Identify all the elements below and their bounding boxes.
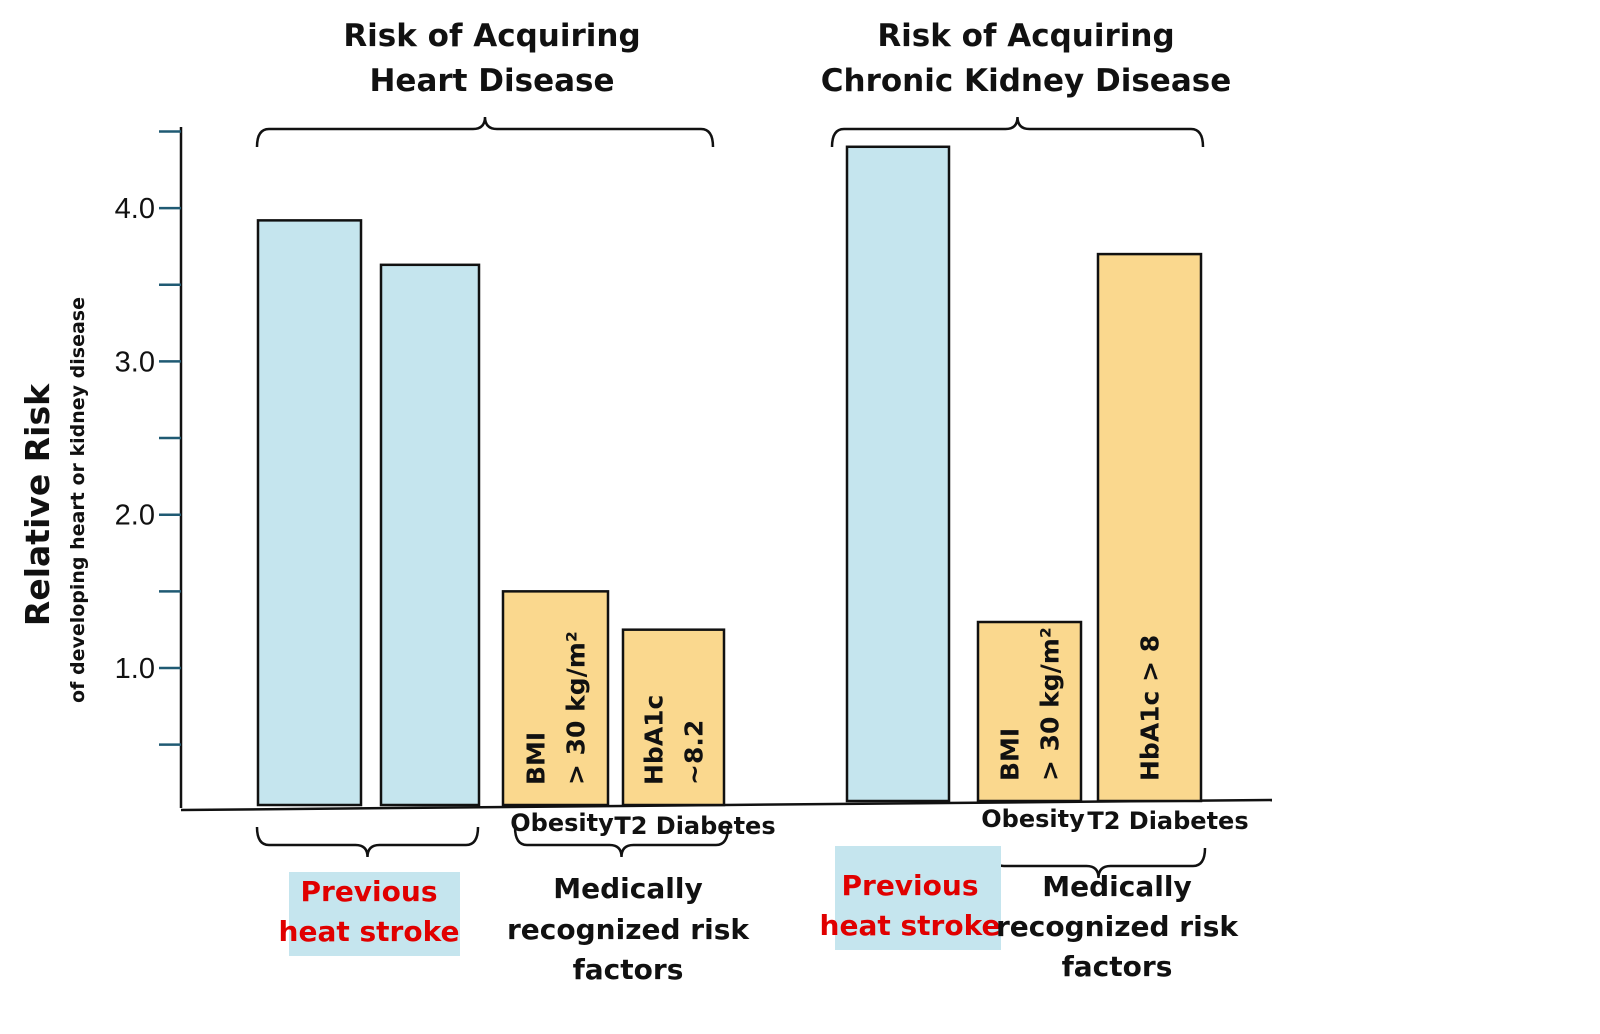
x-axis-line [180,798,1273,812]
bars [256,145,1203,807]
group-titles: Risk of Acquiring Heart Disease Risk of Ac… [343,18,1231,99]
y-axis-title: Relative Risk [18,383,57,626]
heat-stroke-highlight [289,872,460,956]
heat-stroke-label: Previous [300,875,437,908]
bar-category-label: Obesity [981,805,1085,833]
bar-inner-label: HbA1c > 8 [1136,635,1165,781]
risk-factors-label: factors [1062,950,1173,983]
bar-inner-label: ~8.2 [680,720,709,785]
group-title-line: Risk of Acquiring [877,18,1174,54]
bar-inner-label: > 30 kg/m² [1036,627,1065,781]
axes: 1.0 2.0 3.0 4.0 Relative Risk of developing h… [18,127,1273,812]
risk-factors-label: recognized risk [996,910,1239,943]
risk-factors-label: recognized risk [507,913,750,946]
risk-factor-bar [621,628,726,807]
group-title-line: Heart Disease [369,63,614,99]
bar-inner-label: > 30 kg/m² [562,631,591,785]
heat-stroke-bar [256,219,363,807]
y-axis-subtitle: of developing heart or kidney disease [67,297,89,703]
risk-factor-bar [501,590,610,807]
y-tick-label: 3.0 [115,346,155,378]
y-tick-label: 4.0 [115,193,155,225]
group-top-brace [830,116,1205,148]
risk-factors-brace [513,826,730,858]
group-title-line: Chronic Kidney Disease [821,63,1231,99]
bar-inner-label: HbA1c [640,695,669,785]
bar-category-label: T2 Diabetes [1087,807,1248,835]
y-tick-label: 1.0 [115,653,155,685]
y-tick-label: 2.0 [115,500,155,532]
heat-stroke-highlight [835,846,1001,950]
heat-stroke-bar [379,263,481,807]
risk-factors-label: Medically [553,872,702,905]
risk-factors-label: Medically [1042,870,1191,903]
bar-category-label: Obesity [510,809,614,837]
bar-category-label: T2 Diabetes [614,812,775,840]
group-top-brace [255,116,715,148]
heat-stroke-label: Previous [841,869,978,902]
labels: BMI > 30 kg/m² Obesity HbA1c ~8.2 T2 Diabetes… [255,116,1249,986]
heat-stroke-brace [255,826,480,858]
group-title-line: Risk of Acquiring [343,18,640,54]
heat-stroke-label: heat stroke [820,909,1001,942]
heat-stroke-bar [845,145,951,803]
bar-inner-label: BMI [996,728,1025,781]
risk-factor-bar [976,620,1083,803]
risk-factor-bar [1096,252,1203,803]
bar-inner-label: BMI [522,732,551,785]
heat-stroke-label: heat stroke [279,915,460,948]
risk-factors-label: factors [573,953,684,986]
